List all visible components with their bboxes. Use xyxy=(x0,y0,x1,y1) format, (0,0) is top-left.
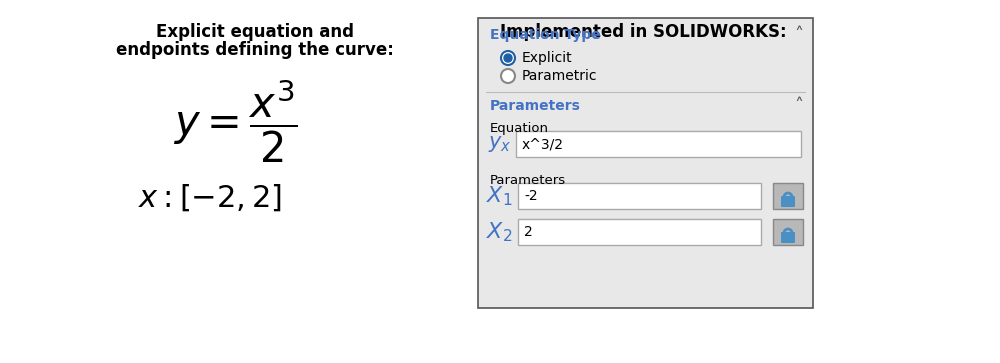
FancyBboxPatch shape xyxy=(518,219,761,245)
FancyBboxPatch shape xyxy=(773,183,803,209)
FancyBboxPatch shape xyxy=(518,183,761,209)
Text: Equation Type: Equation Type xyxy=(490,28,601,42)
Text: Parameters: Parameters xyxy=(490,174,566,187)
Circle shape xyxy=(504,54,512,62)
FancyBboxPatch shape xyxy=(478,18,813,308)
Text: $y = \dfrac{x^3}{2}$: $y = \dfrac{x^3}{2}$ xyxy=(173,77,297,165)
Text: ˄: ˄ xyxy=(794,97,803,115)
Text: x^3/2: x^3/2 xyxy=(522,137,564,151)
Text: Parametric: Parametric xyxy=(522,69,598,83)
Text: ˄: ˄ xyxy=(794,26,803,44)
Text: 2: 2 xyxy=(524,225,533,239)
FancyBboxPatch shape xyxy=(781,232,795,243)
Text: -2: -2 xyxy=(524,189,538,203)
Text: $x: [-2, 2]$: $x: [-2, 2]$ xyxy=(138,183,282,213)
Text: $\mathit{X}_1$: $\mathit{X}_1$ xyxy=(486,184,513,208)
FancyBboxPatch shape xyxy=(516,131,801,157)
Text: $\mathit{X}_2$: $\mathit{X}_2$ xyxy=(486,220,512,244)
Circle shape xyxy=(501,51,515,65)
Text: Explicit equation and: Explicit equation and xyxy=(156,23,354,41)
Text: endpoints defining the curve:: endpoints defining the curve: xyxy=(116,41,394,59)
Text: $\mathit{y}_{\mathit{x}}$: $\mathit{y}_{\mathit{x}}$ xyxy=(488,134,512,154)
Text: Explicit: Explicit xyxy=(522,51,573,65)
Text: Equation: Equation xyxy=(490,122,549,135)
Text: Parameters: Parameters xyxy=(490,99,581,113)
Text: Implemented in SOLIDWORKS:: Implemented in SOLIDWORKS: xyxy=(500,23,787,41)
FancyBboxPatch shape xyxy=(773,219,803,245)
FancyBboxPatch shape xyxy=(781,196,795,207)
Circle shape xyxy=(501,69,515,83)
